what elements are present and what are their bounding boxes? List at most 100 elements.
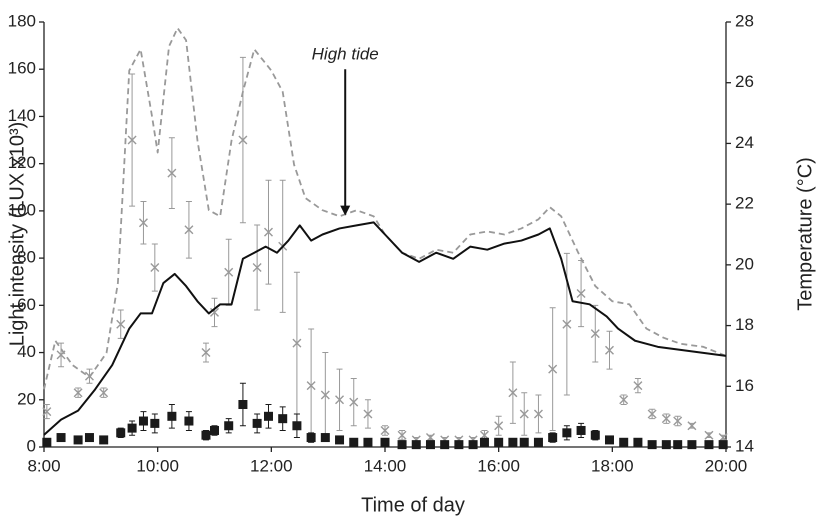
square-marker [397, 440, 407, 450]
square-marker [380, 437, 390, 447]
y2-tick-label: 18 [735, 315, 754, 334]
x-marker [306, 381, 316, 391]
x-tick-label: 12:00 [250, 456, 293, 475]
square-marker [42, 437, 52, 447]
x-marker [349, 397, 359, 407]
y-tick-label: 0 [27, 436, 36, 455]
square-marker [224, 421, 234, 431]
square-marker [292, 421, 302, 431]
x-marker [224, 267, 234, 277]
square-marker [718, 440, 728, 450]
square-marker [320, 433, 330, 443]
x-marker [42, 407, 52, 417]
x-marker [619, 395, 629, 405]
square-marker [590, 430, 600, 440]
y2-tick-label: 20 [735, 254, 754, 273]
x-marker [99, 388, 109, 398]
square-marker [167, 411, 177, 421]
y-tick-label: 140 [8, 106, 36, 125]
y2-tick-label: 14 [735, 436, 754, 455]
y-axis-title: Light intensity (LUX x10³) [6, 122, 28, 347]
x-tick-label: 16:00 [477, 456, 520, 475]
square-marker [604, 435, 614, 445]
x-marker [533, 409, 543, 419]
square-marker [440, 440, 450, 450]
square-marker [184, 416, 194, 426]
square-marker [150, 418, 160, 428]
x-marker [363, 409, 373, 419]
x-marker [167, 168, 177, 178]
square-marker [306, 433, 316, 443]
square-marker [116, 428, 126, 438]
square-marker [425, 440, 435, 450]
square-marker [56, 433, 66, 443]
x-marker [150, 263, 160, 273]
square-marker [138, 416, 148, 426]
x-marker [661, 414, 671, 424]
x-tick-label: 20:00 [705, 456, 748, 475]
square-marker [278, 414, 288, 424]
x-marker [184, 225, 194, 235]
square-marker [335, 435, 345, 445]
y-tick-label: 160 [8, 59, 36, 78]
x-marker [201, 348, 211, 358]
x-marker [576, 289, 586, 299]
square-marker [619, 437, 629, 447]
x-marker [548, 364, 558, 374]
square-marker [263, 411, 273, 421]
dashed-line [43, 27, 727, 390]
square-marker [508, 437, 518, 447]
square-marker [661, 440, 671, 450]
x-marker [138, 218, 148, 228]
x-marker [252, 263, 262, 273]
x-marker [704, 430, 714, 440]
annotation-arrowhead [340, 205, 351, 216]
square-marker [99, 435, 109, 445]
square-marker [647, 440, 657, 450]
square-marker [201, 430, 211, 440]
x-marker [508, 388, 518, 398]
x-marker [562, 319, 572, 329]
x-marker [116, 319, 126, 329]
y2-tick-label: 16 [735, 376, 754, 395]
square-marker [468, 440, 478, 450]
x-marker [73, 388, 83, 398]
x-marker [238, 135, 248, 145]
x-marker [494, 421, 504, 431]
x-marker [380, 425, 390, 435]
square-marker [562, 428, 572, 438]
x-marker [397, 430, 407, 440]
x-marker [647, 409, 657, 419]
x-tick-label: 14:00 [364, 456, 407, 475]
square-marker [454, 440, 464, 450]
square-marker [673, 440, 683, 450]
y-tick-label: 20 [17, 389, 36, 408]
y-tick-label: 120 [8, 153, 36, 172]
square-marker [252, 418, 262, 428]
square-marker [127, 423, 137, 433]
x-tick-label: 8:00 [27, 456, 60, 475]
y2-tick-label: 26 [735, 72, 754, 91]
x-marker [673, 416, 683, 426]
y-tick-label: 100 [8, 200, 36, 219]
x-marker [590, 329, 600, 339]
square-marker [548, 433, 558, 443]
x-marker [519, 409, 529, 419]
square-marker [687, 440, 697, 450]
square-marker [411, 440, 421, 450]
square-marker [479, 437, 489, 447]
square-marker [349, 437, 359, 447]
x-marker [335, 395, 345, 405]
square-marker [363, 437, 373, 447]
y-tick-label: 180 [8, 11, 36, 30]
x-marker [604, 345, 614, 355]
x-marker [320, 390, 330, 400]
x-tick-label: 18:00 [591, 456, 634, 475]
x-axis-title: Time of day [361, 494, 465, 516]
square-marker [494, 437, 504, 447]
square-marker [238, 400, 248, 409]
square-marker [84, 433, 94, 443]
x-marker [127, 135, 137, 145]
